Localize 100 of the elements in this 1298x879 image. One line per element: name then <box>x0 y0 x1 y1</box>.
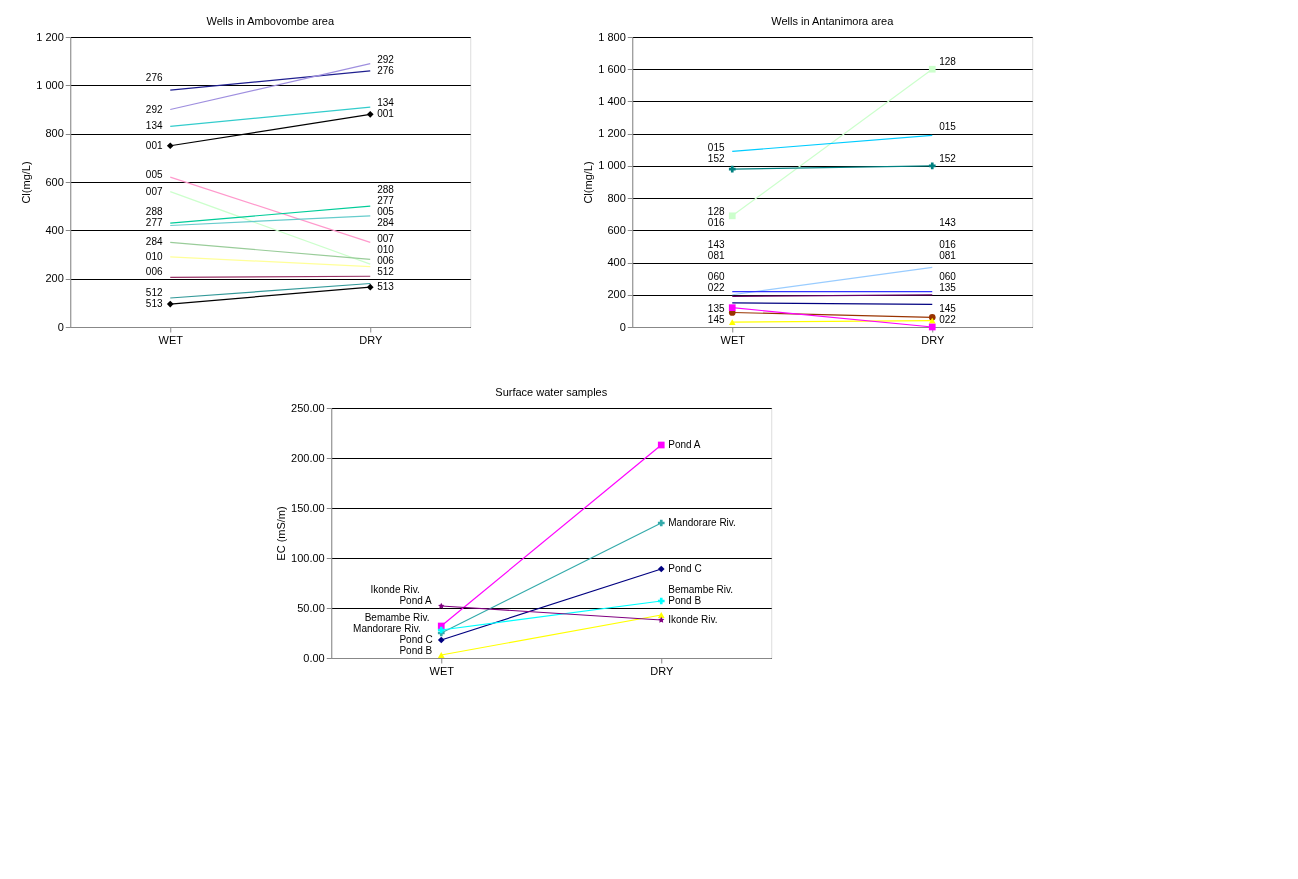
text: 276 <box>145 72 163 84</box>
chart-title: Surface water samples <box>495 386 608 398</box>
text: 292 <box>145 103 163 115</box>
series-label: 005 <box>145 169 163 180</box>
text: 060 <box>939 270 956 282</box>
y-tick-label: 200 <box>45 272 64 285</box>
point <box>366 110 374 118</box>
series-label: 512 <box>145 287 163 299</box>
y-tick-label: 600 <box>607 223 626 236</box>
series-label: 007 <box>145 185 163 197</box>
x-tick-label: WET <box>720 333 746 346</box>
series-label: 513 <box>377 281 395 293</box>
x-tick-label: WET <box>429 664 455 677</box>
point <box>657 565 665 573</box>
point <box>657 519 665 527</box>
chart-title: Wells in Ambovombe area <box>206 15 335 27</box>
text: 128 <box>707 206 725 218</box>
text: 145 <box>939 303 956 314</box>
text: Ikonde Riv. <box>370 584 420 595</box>
series-label: 288 <box>145 206 163 218</box>
x-tick-label: DRY <box>650 664 674 677</box>
point <box>437 636 445 644</box>
point <box>728 165 736 173</box>
series-label: Ikonde Riv. <box>668 614 718 625</box>
y-tick-label: 1 000 <box>36 78 64 91</box>
text: 001 <box>145 139 163 151</box>
y-tick-label: 150.00 <box>291 501 325 514</box>
y-tick-label: 800 <box>607 191 626 204</box>
point <box>928 65 936 73</box>
text: 060 <box>707 270 725 282</box>
y-tick-label: 0 <box>619 320 626 333</box>
point <box>657 597 665 605</box>
x-tick-label: DRY <box>921 333 945 346</box>
y-tick-label: 200 <box>607 288 626 301</box>
series-label: 015 <box>707 141 725 153</box>
y-tick-label: 400 <box>45 223 64 236</box>
series-label: Pond B <box>399 645 433 656</box>
series-label: 292 <box>377 53 395 65</box>
y-tick-label: 1 000 <box>598 159 626 172</box>
text: 284 <box>377 217 394 229</box>
point <box>166 300 174 308</box>
text: 081 <box>939 249 957 261</box>
series-label: 128 <box>939 56 957 68</box>
y-tick-label: 0 <box>57 320 64 333</box>
text: 288 <box>377 184 394 196</box>
y-axis-title: Cl(mg/L) <box>20 161 33 204</box>
text: 007 <box>377 232 394 244</box>
series-label: 006 <box>145 265 163 277</box>
point <box>928 323 936 331</box>
y-tick-label: 50.00 <box>297 601 325 614</box>
point <box>728 304 736 312</box>
series-label: 284 <box>145 236 163 248</box>
series-label: 001 <box>377 108 395 120</box>
text: 152 <box>707 152 725 164</box>
text: Pond A <box>399 595 432 606</box>
series-label: 134 <box>377 97 395 109</box>
y-tick-label: 400 <box>607 256 626 269</box>
text: Mandorare Riv. <box>353 623 421 634</box>
text: 005 <box>377 206 394 218</box>
x-tick-label: WET <box>158 333 184 346</box>
text: 513 <box>145 298 163 310</box>
series-label: 145 <box>707 314 725 325</box>
y-tick-label: 0.00 <box>303 651 325 664</box>
point <box>728 212 736 220</box>
y-tick-label: 800 <box>45 127 64 140</box>
y-tick-label: 100.00 <box>291 551 325 564</box>
y-tick-label: 600 <box>45 175 64 188</box>
text: 022 <box>707 281 725 293</box>
text: 134 <box>145 120 163 132</box>
chart-title: Wells in Antanimora area <box>771 15 895 27</box>
y-tick-label: 1 200 <box>598 127 626 140</box>
y-tick-label: 250.00 <box>291 401 325 414</box>
text: 016 <box>707 217 725 229</box>
series-label: Pond A <box>668 439 701 450</box>
text: 143 <box>939 217 957 229</box>
series-label: Bemambe Riv. <box>668 584 734 595</box>
text: 010 <box>377 243 394 255</box>
text: 512 <box>377 265 394 277</box>
text: 135 <box>939 281 956 293</box>
text: 081 <box>707 249 725 261</box>
point <box>928 162 936 170</box>
text: 006 <box>377 254 394 266</box>
series-label: 022 <box>939 314 957 325</box>
y-tick-label: 1 600 <box>598 62 626 75</box>
series-label: 277 <box>145 217 163 229</box>
series-label: Mandorare Riv. <box>668 517 736 528</box>
point <box>366 283 374 291</box>
text: 277 <box>377 195 394 207</box>
y-tick-label: 1 400 <box>598 94 626 107</box>
y-axis-title: EC (mS/m) <box>275 506 288 561</box>
text: 143 <box>707 238 725 250</box>
text: Bemambe Riv. <box>364 612 430 623</box>
point <box>166 142 174 150</box>
text: Pond C <box>399 634 433 645</box>
x-tick-label: DRY <box>359 333 383 346</box>
y-tick-label: 1 800 <box>598 30 626 43</box>
y-axis-title: Cl(mg/L) <box>582 161 595 204</box>
point <box>657 441 665 449</box>
text: 016 <box>939 238 957 250</box>
point <box>438 602 445 609</box>
